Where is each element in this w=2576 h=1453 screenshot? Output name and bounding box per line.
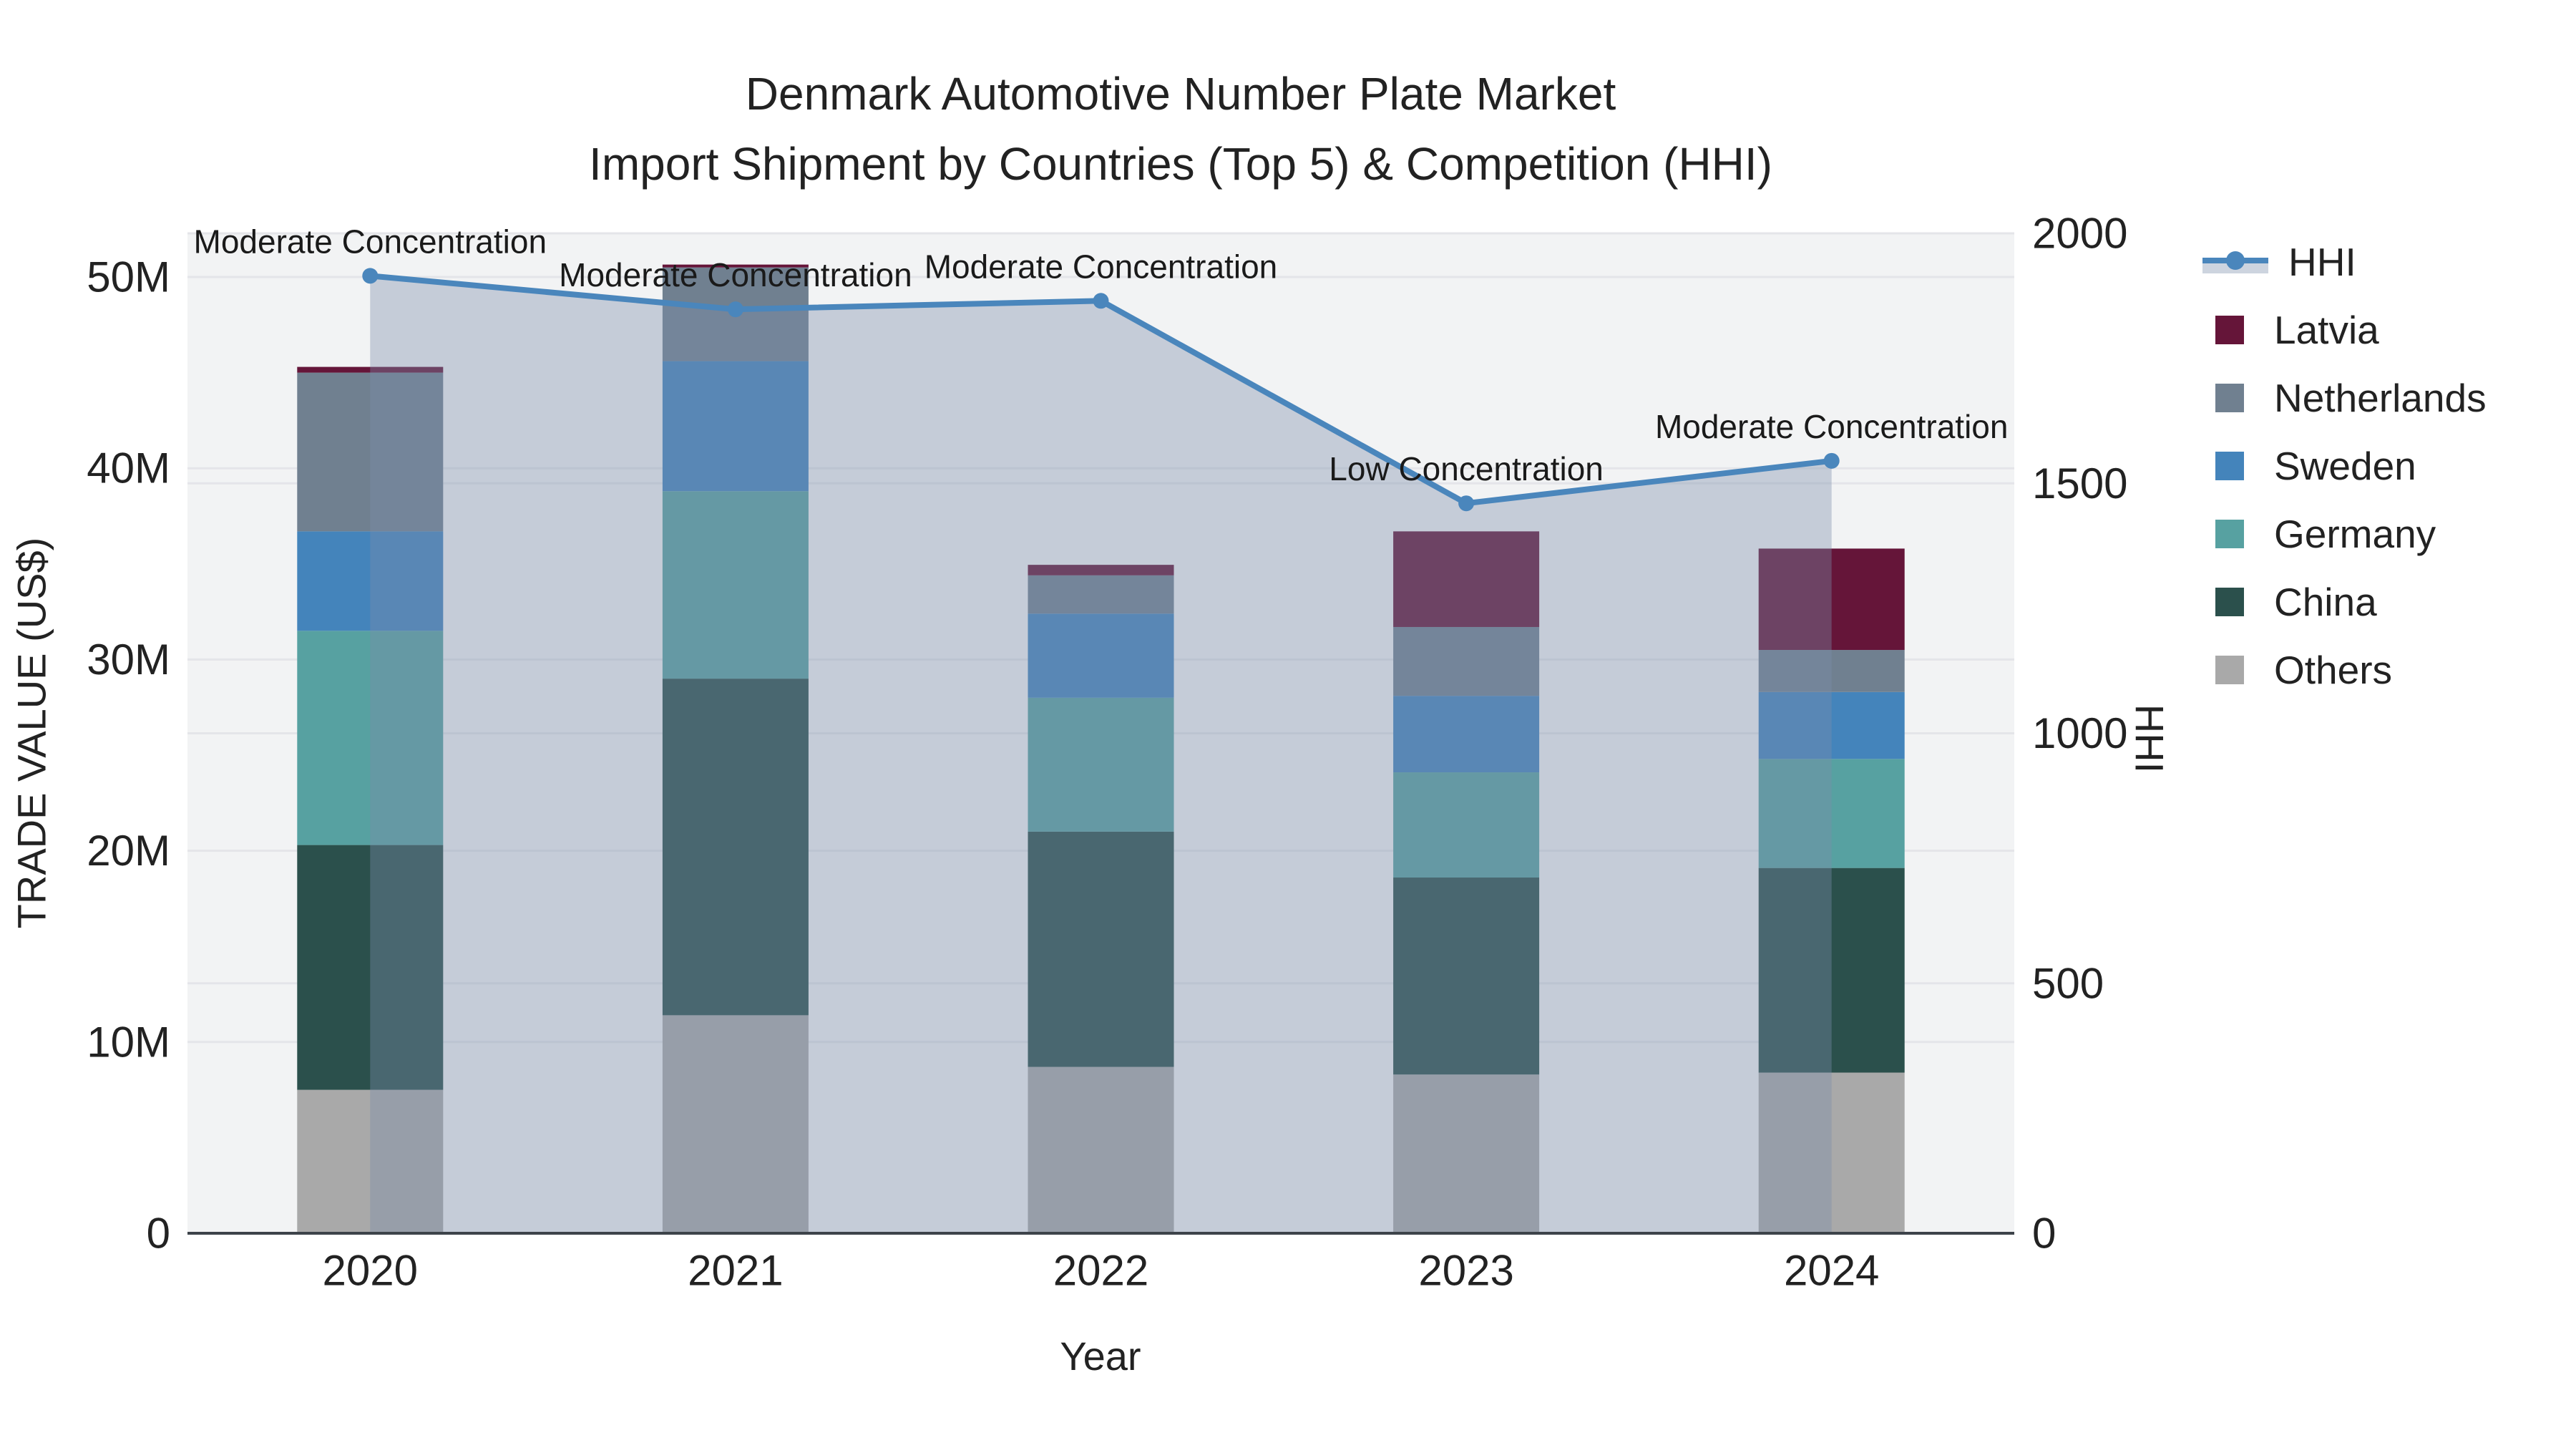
- annotation-2023: Low Concentration: [1329, 450, 1604, 487]
- y-right-tick-1000: 1000: [2032, 709, 2127, 757]
- y-right-tick-0: 0: [2032, 1210, 2056, 1258]
- bar-segment-sweden-2022[interactable]: [1028, 613, 1174, 698]
- hhi-marker-2021[interactable]: [727, 301, 743, 318]
- legend-swatch-china: [2215, 587, 2244, 616]
- x-tick-2022: 2022: [1053, 1247, 1148, 1295]
- legend-swatch-others: [2215, 655, 2244, 684]
- y-left-tick-20M: 20M: [87, 827, 170, 875]
- legend-item-latvia[interactable]: Latvia: [2215, 296, 2487, 364]
- y-axis-title-left: TRADE VALUE (US$): [9, 537, 54, 929]
- legend-item-china[interactable]: China: [2215, 568, 2487, 636]
- legend-swatch-latvia: [2215, 315, 2244, 344]
- bar-segment-others-2020[interactable]: [297, 1089, 444, 1233]
- legend-label-china: China: [2274, 579, 2377, 624]
- bar-segment-sweden-2020[interactable]: [297, 531, 444, 631]
- bar-segment-netherlands-2024[interactable]: [1758, 650, 1905, 692]
- legend-label-sweden: Sweden: [2274, 443, 2416, 488]
- hhi-marker-2022[interactable]: [1093, 293, 1109, 309]
- legend-item-sweden[interactable]: Sweden: [2215, 432, 2487, 500]
- legend-label-germany: Germany: [2274, 511, 2436, 556]
- y-left-tick-10M: 10M: [87, 1018, 170, 1066]
- chart-title: Denmark Automotive Number Plate Market I…: [589, 59, 1772, 199]
- legend-item-hhi[interactable]: HHI: [2202, 228, 2487, 296]
- bar-segment-china-2022[interactable]: [1028, 831, 1174, 1067]
- bar-segment-china-2021[interactable]: [662, 679, 809, 1016]
- bar-segment-netherlands-2020[interactable]: [297, 372, 444, 532]
- y-left-tick-30M: 30M: [87, 636, 170, 684]
- hhi-marker-2020[interactable]: [362, 268, 379, 284]
- y-axis-title-right: HHI: [2127, 704, 2172, 774]
- x-tick-2020: 2020: [323, 1247, 418, 1295]
- bar-segment-latvia-2023[interactable]: [1393, 531, 1540, 627]
- y-right-tick-2000: 2000: [2032, 210, 2127, 258]
- bar-segment-germany-2022[interactable]: [1028, 697, 1174, 832]
- bar-segment-sweden-2023[interactable]: [1393, 696, 1540, 773]
- bar-segment-others-2021[interactable]: [662, 1015, 809, 1233]
- y-right-tick-500: 500: [2032, 959, 2104, 1007]
- legend: HHI Latvia Netherlands Sweden Germany China Ot…: [2202, 228, 2487, 704]
- legend-hhi-line-icon: [2202, 248, 2268, 276]
- bar-segment-latvia-2020[interactable]: [297, 366, 444, 373]
- y-left-tick-50M: 50M: [87, 253, 170, 301]
- bar-segment-china-2024[interactable]: [1758, 868, 1905, 1073]
- legend-label-latvia: Latvia: [2274, 307, 2379, 352]
- x-tick-2021: 2021: [688, 1247, 783, 1295]
- annotation-2024: Moderate Concentration: [1655, 408, 2009, 445]
- legend-swatch-germany: [2215, 519, 2244, 548]
- hhi-marker-2023[interactable]: [1458, 495, 1475, 512]
- bar-segment-netherlands-2023[interactable]: [1393, 626, 1540, 696]
- legend-item-netherlands[interactable]: Netherlands: [2215, 364, 2487, 432]
- bar-segment-sweden-2021[interactable]: [662, 361, 809, 492]
- legend-swatch-sweden: [2215, 451, 2244, 480]
- y-right-tick-1500: 1500: [2032, 460, 2127, 507]
- y-left-tick-40M: 40M: [87, 444, 170, 492]
- bar-segment-latvia-2022[interactable]: [1028, 565, 1174, 575]
- legend-label-others: Others: [2274, 647, 2393, 692]
- bar-segment-latvia-2021[interactable]: [662, 264, 809, 268]
- x-axis-title: Year: [1060, 1333, 1141, 1379]
- legend-label-hhi: HHI: [2288, 239, 2356, 284]
- hhi-marker-2024[interactable]: [1823, 452, 1840, 469]
- bar-segment-china-2020[interactable]: [297, 845, 444, 1090]
- annotation-2022: Moderate Concentration: [924, 248, 1278, 285]
- bar-segment-germany-2021[interactable]: [662, 491, 809, 679]
- legend-label-netherlands: Netherlands: [2274, 375, 2487, 420]
- annotation-2020: Moderate Concentration: [194, 223, 547, 260]
- bar-segment-netherlands-2022[interactable]: [1028, 575, 1174, 614]
- bar-segment-germany-2020[interactable]: [297, 631, 444, 845]
- bar-segment-latvia-2024[interactable]: [1758, 548, 1905, 651]
- legend-item-others[interactable]: Others: [2215, 636, 2487, 704]
- annotation-2021: Moderate Concentration: [559, 256, 912, 293]
- bar-segment-germany-2024[interactable]: [1758, 759, 1905, 868]
- x-tick-2023: 2023: [1418, 1247, 1513, 1295]
- hhi-area-fill: [370, 276, 1832, 1233]
- bar-segment-others-2022[interactable]: [1028, 1066, 1174, 1233]
- x-tick-2024: 2024: [1784, 1247, 1879, 1295]
- bar-segment-sweden-2024[interactable]: [1758, 691, 1905, 759]
- chart-title-line1: Denmark Automotive Number Plate Market: [745, 68, 1616, 120]
- legend-item-germany[interactable]: Germany: [2215, 500, 2487, 568]
- chart-title-line2: Import Shipment by Countries (Top 5) & C…: [589, 138, 1772, 190]
- bar-segment-others-2023[interactable]: [1393, 1074, 1540, 1233]
- legend-swatch-netherlands: [2215, 383, 2244, 412]
- bar-segment-others-2024[interactable]: [1758, 1072, 1905, 1233]
- bar-segment-germany-2023[interactable]: [1393, 772, 1540, 878]
- y-left-tick-0: 0: [147, 1210, 170, 1258]
- bar-segment-china-2023[interactable]: [1393, 878, 1540, 1075]
